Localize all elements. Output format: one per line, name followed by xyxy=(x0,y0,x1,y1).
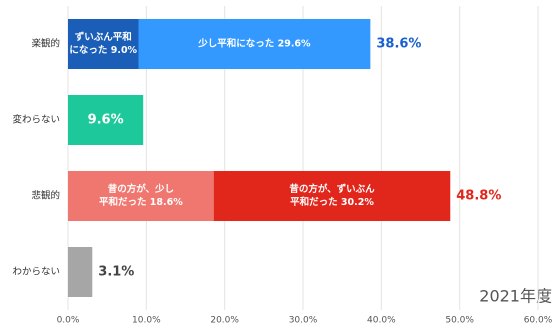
segment-label: 平和だった 30.2% xyxy=(290,196,374,208)
bar-segment xyxy=(138,19,371,69)
x-tick-label: 0.0% xyxy=(57,316,80,326)
total-label: 38.6% xyxy=(376,37,421,52)
segment-label: 平和だった 18.6% xyxy=(99,196,183,208)
total-label: 3.1% xyxy=(98,265,134,280)
total-label: 9.6% xyxy=(88,113,124,128)
total-label: 48.8% xyxy=(456,189,501,204)
segment-label: 昔の方が、少し xyxy=(108,183,174,195)
bar-segment xyxy=(68,171,214,221)
bar-segment xyxy=(68,19,139,69)
category-label: わからない xyxy=(12,267,60,278)
category-label: 楽観的 xyxy=(31,38,60,50)
bar-segment xyxy=(68,247,93,297)
x-tick-label: 40.0% xyxy=(367,316,396,326)
x-tick-label: 60.0% xyxy=(524,316,553,326)
x-tick-label: 20.0% xyxy=(210,316,239,326)
x-tick-label: 30.0% xyxy=(289,316,318,326)
bar-segment xyxy=(213,171,451,221)
segment-label: になった 9.0% xyxy=(69,45,137,56)
bar-segment xyxy=(68,95,144,145)
x-tick-label: 50.0% xyxy=(445,316,474,326)
annotation: 2021年度 xyxy=(479,287,552,306)
x-tick-label: 10.0% xyxy=(132,316,161,326)
segment-label: 少し平和になった 29.6% xyxy=(197,38,311,50)
segment-label: 昔の方が、ずいぶん xyxy=(289,183,375,195)
category-label: 変わらない xyxy=(12,114,60,126)
segment-label: ずいぶん平和 xyxy=(75,31,132,43)
category-label: 悲観的 xyxy=(31,190,60,202)
